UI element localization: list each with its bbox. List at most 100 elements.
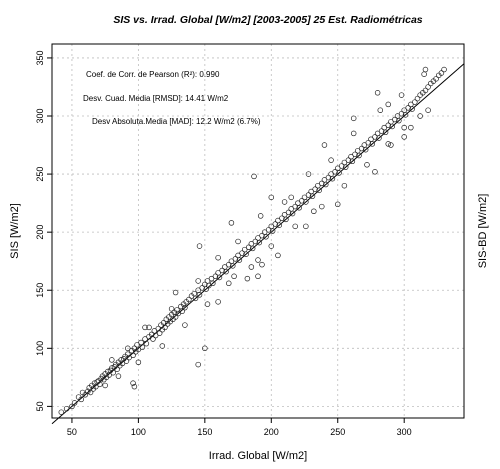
data-point	[199, 285, 205, 291]
data-point	[376, 135, 382, 141]
data-point	[146, 324, 152, 331]
data-point	[372, 169, 378, 175]
data-point	[398, 110, 405, 117]
data-point	[325, 174, 332, 181]
data-point	[87, 389, 94, 396]
data-point	[216, 274, 223, 281]
data-point	[433, 76, 439, 82]
data-point	[223, 268, 229, 275]
data-point	[372, 134, 378, 140]
data-point	[412, 99, 418, 105]
data-point	[118, 357, 124, 363]
data-point	[385, 141, 391, 147]
data-point	[425, 107, 431, 113]
data-point	[269, 228, 276, 234]
data-point	[85, 388, 91, 395]
x-axis: 50 100 150 200 250 300	[67, 418, 412, 437]
data-point	[388, 142, 394, 148]
data-point	[97, 381, 103, 388]
data-point	[71, 400, 78, 406]
data-point	[362, 146, 369, 153]
data-point	[109, 357, 115, 363]
data-point	[374, 90, 381, 96]
data-point	[219, 267, 225, 274]
data-point	[349, 158, 356, 165]
data-point	[236, 257, 243, 263]
data-point	[210, 280, 216, 287]
y-tick-label: 200	[35, 225, 45, 240]
data-point	[105, 368, 111, 375]
data-point	[296, 205, 302, 211]
data-point	[63, 405, 70, 412]
data-point	[305, 171, 312, 177]
data-point	[341, 182, 348, 189]
data-point	[382, 129, 389, 136]
data-point	[102, 382, 108, 389]
y-axis: 50 100 150 200 250 300 350	[35, 50, 52, 411]
x-axis-label: Irrad. Global [W/m2]	[209, 450, 307, 462]
data-points	[58, 66, 447, 415]
data-point	[143, 340, 150, 347]
data-point	[316, 187, 322, 194]
data-point	[243, 251, 249, 257]
data-point	[126, 354, 132, 361]
data-point	[135, 359, 142, 365]
data-point	[226, 261, 232, 268]
data-point	[179, 308, 185, 314]
data-point	[245, 244, 252, 251]
data-point	[172, 289, 179, 296]
data-point	[332, 169, 338, 175]
data-point	[252, 238, 259, 245]
data-point	[226, 280, 232, 287]
data-point	[138, 339, 144, 346]
data-point	[195, 278, 201, 284]
data-point	[142, 324, 148, 331]
data-point	[174, 307, 180, 313]
data-point	[82, 392, 88, 398]
data-point	[257, 213, 264, 219]
data-point	[323, 181, 329, 188]
data-point	[385, 101, 391, 108]
data-point	[249, 245, 256, 252]
x-tick-label: 200	[264, 427, 279, 437]
data-point	[268, 243, 275, 249]
data-point	[268, 194, 275, 201]
data-point	[422, 66, 429, 73]
data-point	[162, 324, 168, 331]
data-point	[235, 238, 241, 245]
data-point	[319, 203, 325, 210]
data-point	[182, 322, 188, 328]
data-point	[123, 358, 130, 364]
data-point	[125, 345, 131, 352]
data-point	[203, 286, 209, 292]
data-point	[159, 343, 166, 349]
data-point	[378, 128, 385, 134]
data-point	[356, 152, 362, 159]
data-point	[196, 243, 203, 249]
data-point	[438, 70, 445, 76]
data-point	[289, 210, 296, 217]
y-tick-label: 50	[35, 401, 45, 411]
data-point	[228, 220, 235, 226]
grid	[52, 44, 464, 418]
data-point	[292, 223, 298, 230]
data-point	[389, 123, 395, 130]
data-point	[135, 346, 142, 353]
data-point	[425, 84, 431, 90]
annotation-mad: Desv Absoluta.Media [MAD]: 12.2 W/m2 (6.…	[92, 117, 261, 126]
data-point	[168, 306, 175, 312]
data-point	[358, 145, 365, 152]
data-point	[182, 304, 188, 311]
data-point	[311, 208, 317, 215]
chart-title: SIS vs. Irrad. Global [W/m2] [2003-2005]…	[113, 14, 422, 26]
data-point	[292, 203, 298, 210]
data-point	[409, 106, 415, 112]
data-point	[58, 409, 65, 415]
data-point	[272, 221, 279, 227]
data-point	[329, 175, 336, 182]
data-point	[175, 310, 182, 317]
data-point	[417, 113, 423, 119]
x-tick-label: 150	[197, 427, 212, 437]
data-point	[398, 92, 405, 98]
